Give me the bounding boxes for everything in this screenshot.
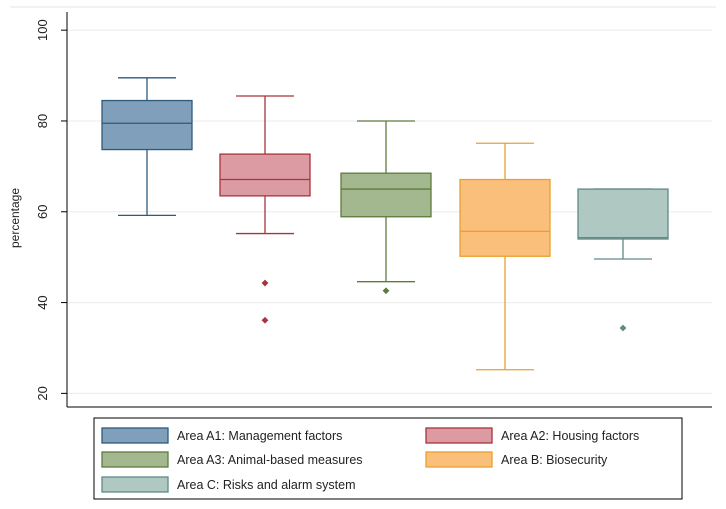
- legend-label: Area A1: Management factors: [177, 429, 342, 443]
- y-tick-label-40: 40: [35, 295, 50, 309]
- y-tick-label-100: 100: [35, 19, 50, 41]
- legend-swatch: [425, 427, 493, 444]
- box-series-2: [219, 95, 311, 324]
- box-series-1: [101, 77, 193, 217]
- outlier-point-1: [382, 287, 390, 295]
- iqr-box: [340, 172, 432, 218]
- y-axis: 20 40 60 80 100: [35, 12, 712, 408]
- legend-label: Area C: Risks and alarm system: [177, 478, 356, 492]
- outlier-point-2: [261, 316, 269, 324]
- iqr-box: [577, 188, 669, 240]
- legend-swatch: [101, 427, 169, 444]
- legend-label: Area A3: Animal-based measures: [177, 453, 363, 467]
- iqr-box: [459, 178, 551, 257]
- legend-swatch: [425, 451, 493, 468]
- legend-label: Area B: Biosecurity: [501, 453, 608, 467]
- iqr-box: [101, 99, 193, 151]
- legend-item-2: Area A2: Housing factors: [425, 427, 639, 444]
- legend-item-3: Area A3: Animal-based measures: [101, 451, 363, 468]
- box-series-4: [459, 142, 551, 371]
- legend-swatch: [101, 476, 169, 493]
- iqr-box: [219, 153, 311, 197]
- box-layer: [101, 77, 669, 371]
- legend-item-4: Area B: Biosecurity: [425, 451, 608, 468]
- outlier-point-1: [261, 279, 269, 287]
- y-tick-label-20: 20: [35, 386, 50, 400]
- box-series-5: [577, 188, 669, 332]
- box-series-3: [340, 120, 432, 295]
- legend-label: Area A2: Housing factors: [501, 429, 639, 443]
- legend-frame: [93, 417, 683, 500]
- outlier-point-1: [619, 324, 627, 332]
- y-tick-label-80: 80: [35, 114, 50, 128]
- legend-item-5: Area C: Risks and alarm system: [101, 476, 356, 493]
- y-tick-label-60: 60: [35, 205, 50, 219]
- legend: Area A1: Management factors Area A2: Hous…: [93, 417, 683, 500]
- y-axis-title: percentage: [8, 188, 22, 248]
- legend-swatch: [101, 451, 169, 468]
- legend-item-1: Area A1: Management factors: [101, 427, 342, 444]
